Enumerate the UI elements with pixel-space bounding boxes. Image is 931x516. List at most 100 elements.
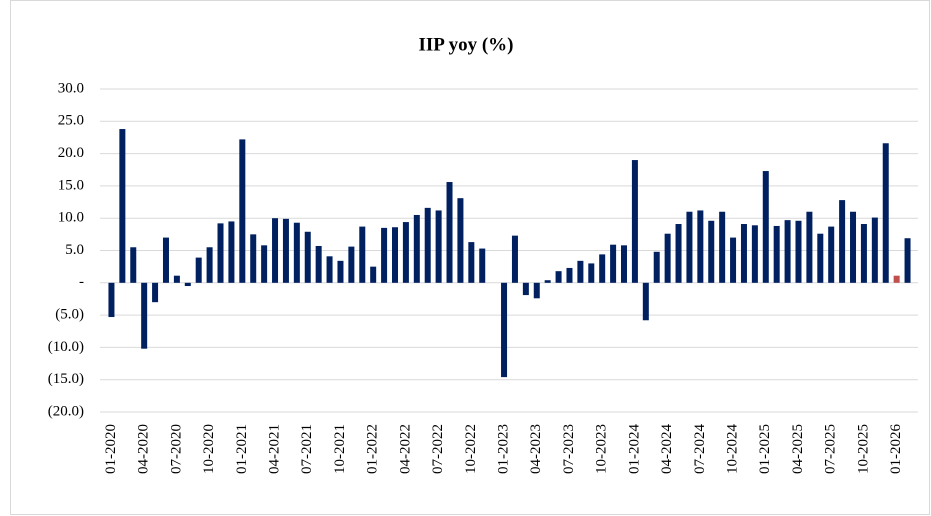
bar — [533, 282, 540, 299]
bar — [664, 233, 671, 283]
bar — [228, 221, 235, 283]
bar — [522, 282, 529, 296]
bar — [108, 282, 115, 318]
bar — [315, 245, 322, 283]
bar — [152, 282, 159, 303]
x-tick-label: 04-2020 — [136, 424, 152, 474]
bar — [391, 227, 398, 283]
bar — [435, 210, 442, 283]
bar — [359, 226, 366, 283]
x-tick-label: 01-2025 — [757, 424, 773, 474]
y-tick-label: (10.0) — [48, 339, 84, 355]
bar — [162, 237, 169, 283]
x-tick-label: 01-2022 — [365, 424, 381, 474]
y-tick-label: 15.0 — [58, 177, 84, 193]
bar — [250, 234, 257, 283]
bar — [457, 198, 464, 283]
bar — [413, 214, 420, 283]
y-tick-label: (15.0) — [48, 371, 84, 387]
bar — [740, 224, 747, 283]
bar — [381, 227, 388, 283]
bar — [348, 246, 355, 283]
bar — [904, 238, 911, 283]
x-tick-label: 10-2021 — [332, 424, 348, 474]
x-tick-label: 07-2025 — [823, 424, 839, 474]
x-tick-label: 10-2024 — [724, 424, 740, 474]
bar — [577, 260, 584, 283]
bar — [730, 237, 737, 283]
bar — [675, 224, 682, 283]
bar — [141, 282, 148, 349]
y-tick-label: 5.0 — [65, 242, 84, 258]
bar — [130, 247, 137, 283]
bar — [588, 263, 595, 283]
bar — [217, 223, 224, 283]
x-tick-label: 07-2022 — [430, 424, 446, 474]
x-tick-label: 10-2020 — [201, 424, 217, 474]
x-tick-label: 04-2021 — [266, 424, 282, 474]
bar — [544, 280, 551, 283]
bar — [337, 260, 344, 283]
bar — [686, 211, 693, 283]
x-tick-label: 01-2023 — [495, 424, 511, 474]
bar — [839, 200, 846, 283]
y-tick-label: - — [79, 274, 84, 290]
x-tick-label: 10-2023 — [594, 424, 610, 474]
x-tick-label: 01-2020 — [103, 424, 119, 474]
chart-title: IIP yoy (%) — [419, 34, 514, 55]
bar — [795, 220, 802, 283]
bar — [871, 217, 878, 283]
bar — [784, 220, 791, 283]
y-tick-label: (5.0) — [55, 307, 84, 323]
bar — [631, 160, 638, 283]
bar — [446, 182, 453, 283]
bar — [173, 275, 180, 283]
bar — [239, 139, 246, 283]
bar — [282, 218, 289, 283]
x-tick-label: 04-2022 — [397, 424, 413, 474]
bar — [599, 254, 606, 283]
bar — [719, 211, 726, 283]
x-tick-label: 07-2021 — [299, 424, 315, 474]
bar — [610, 244, 617, 283]
bar — [817, 233, 824, 283]
bar — [828, 226, 835, 283]
bar — [653, 251, 660, 283]
x-tick-label: 04-2024 — [659, 424, 675, 474]
bar — [621, 245, 628, 283]
bar — [860, 224, 867, 283]
x-tick-label: 07-2024 — [692, 424, 708, 474]
x-tick-label: 10-2022 — [463, 424, 479, 474]
x-tick-label: 01-2024 — [626, 424, 642, 474]
bar — [773, 225, 780, 283]
x-tick-label: 07-2020 — [168, 424, 184, 474]
x-tick-label: 10-2025 — [855, 424, 871, 474]
x-tick-label: 04-2023 — [528, 424, 544, 474]
x-tick-label: 07-2023 — [561, 424, 577, 474]
y-tick-label: 25.0 — [58, 113, 84, 129]
bar — [850, 211, 857, 283]
bar — [806, 211, 813, 283]
y-tick-label: (20.0) — [48, 403, 84, 419]
bar — [642, 282, 649, 321]
bar — [402, 222, 409, 283]
bar — [326, 256, 333, 283]
bar — [195, 257, 202, 283]
bar — [566, 267, 573, 283]
y-tick-label: 20.0 — [58, 145, 84, 161]
bar — [370, 266, 377, 283]
bar — [882, 143, 889, 283]
bar — [708, 220, 715, 283]
bar — [762, 171, 769, 283]
bar — [272, 218, 279, 283]
bar — [479, 248, 486, 283]
bar — [555, 271, 562, 283]
bar — [293, 222, 300, 283]
x-tick-label: 01-2021 — [234, 424, 250, 474]
bar — [501, 282, 508, 378]
bar — [697, 210, 704, 283]
x-tick-label: 04-2025 — [790, 424, 806, 474]
bar — [893, 275, 900, 283]
y-tick-label: 30.0 — [58, 80, 84, 96]
